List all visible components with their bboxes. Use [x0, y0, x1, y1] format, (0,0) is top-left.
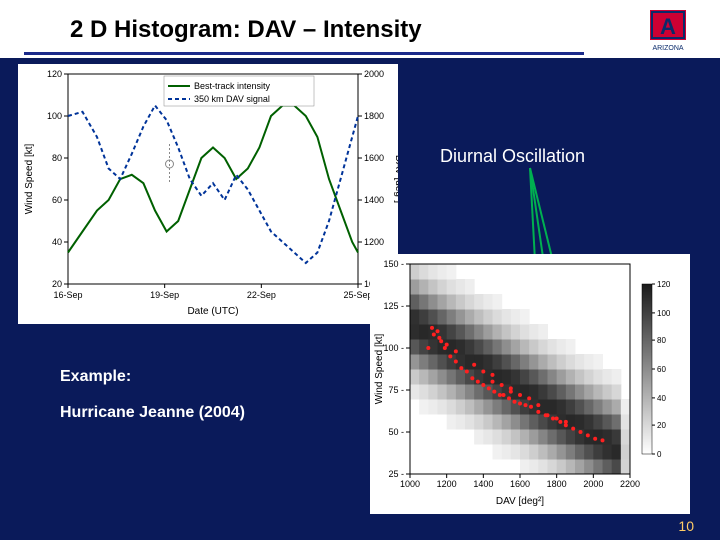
svg-text:22-Sep: 22-Sep [247, 290, 276, 300]
svg-text:60: 60 [657, 365, 666, 374]
svg-text:40: 40 [657, 394, 666, 403]
svg-text:40: 40 [52, 237, 62, 247]
svg-text:Wind Speed [kt]: Wind Speed [kt] [24, 143, 35, 214]
svg-text:16-Sep: 16-Sep [53, 290, 82, 300]
annotation-diurnal: Diurnal Oscillation [440, 146, 585, 167]
svg-text:80: 80 [52, 153, 62, 163]
svg-text:A: A [660, 14, 676, 39]
svg-text:1000: 1000 [400, 479, 420, 489]
svg-text:75 -: 75 - [388, 385, 404, 395]
scatter-heat-chart: 100012001400160018002000220025 -50 -75 -… [370, 254, 690, 514]
svg-text:DAV [deg²]: DAV [deg²] [393, 155, 398, 203]
svg-text:20: 20 [52, 279, 62, 289]
slide: 2 D Histogram: DAV – Intensity A ARIZONA… [0, 0, 720, 540]
title-area: 2 D Histogram: DAV – Intensity A ARIZONA [0, 0, 720, 60]
svg-text:1600: 1600 [364, 153, 384, 163]
svg-text:1200: 1200 [437, 479, 457, 489]
svg-text:350 km DAV signal: 350 km DAV signal [194, 94, 270, 104]
svg-text:2000: 2000 [583, 479, 603, 489]
svg-text:100 -: 100 - [383, 343, 404, 353]
svg-text:125 -: 125 - [383, 301, 404, 311]
svg-text:100: 100 [47, 111, 62, 121]
logo-caption: ARIZONA [652, 45, 683, 52]
svg-text:1800: 1800 [547, 479, 567, 489]
svg-text:120: 120 [657, 280, 671, 289]
svg-text:25-Sep: 25-Sep [343, 290, 372, 300]
svg-text:0: 0 [657, 450, 662, 459]
svg-text:Date (UTC): Date (UTC) [187, 306, 238, 317]
svg-text:1600: 1600 [510, 479, 530, 489]
svg-text:80: 80 [657, 336, 666, 345]
svg-text:2000: 2000 [364, 69, 384, 79]
svg-text:19-Sep: 19-Sep [150, 290, 179, 300]
svg-text:1800: 1800 [364, 111, 384, 121]
svg-text:1400: 1400 [473, 479, 493, 489]
svg-text:1400: 1400 [364, 195, 384, 205]
slide-body: 2040608010012010001200140016001800200016… [0, 58, 720, 540]
slide-title: 2 D Histogram: DAV – Intensity [70, 16, 422, 44]
svg-text:50 -: 50 - [388, 427, 404, 437]
svg-text:100: 100 [657, 309, 671, 318]
svg-text:150 -: 150 - [383, 259, 404, 269]
page-number: 10 [678, 518, 694, 534]
svg-text:120: 120 [47, 69, 62, 79]
svg-text:1200: 1200 [364, 237, 384, 247]
title-underline [24, 52, 584, 55]
svg-text:Best-track intensity: Best-track intensity [194, 81, 271, 91]
svg-text:2200: 2200 [620, 479, 640, 489]
arizona-logo-icon: A ARIZONA [640, 8, 700, 54]
svg-text:60: 60 [52, 195, 62, 205]
svg-text:Wind Speed [kt]: Wind Speed [kt] [374, 333, 385, 404]
svg-text:25 -: 25 - [388, 469, 404, 479]
svg-text:20: 20 [657, 421, 666, 430]
timeseries-chart: 2040608010012010001200140016001800200016… [18, 64, 398, 324]
example-label: Example: [60, 368, 131, 386]
svg-text:DAV [deg²]: DAV [deg²] [496, 496, 544, 507]
storm-label: Hurricane Jeanne (2004) [60, 404, 245, 422]
